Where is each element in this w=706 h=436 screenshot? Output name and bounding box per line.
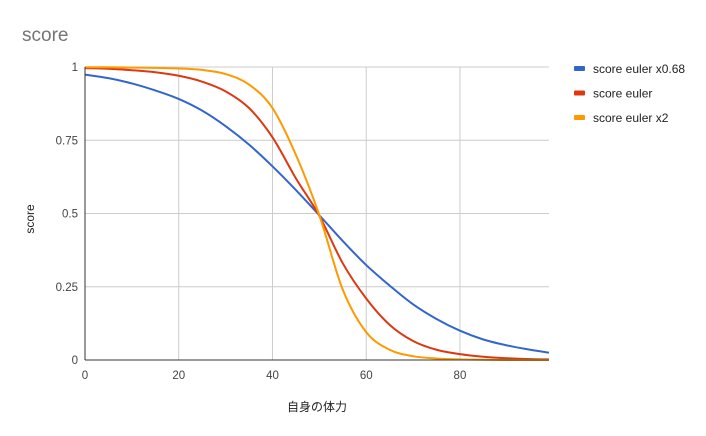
x-tick-label: 0: [82, 370, 88, 382]
y-tick-label: 0.5: [62, 209, 78, 221]
legend-label: score euler: [593, 87, 652, 101]
legend: score euler x0.68 score euler score euler …: [574, 62, 685, 125]
chart-title: score: [22, 25, 68, 46]
y-tick-label: 0: [72, 355, 78, 367]
legend-label: score euler x0.68: [593, 62, 685, 76]
legend-swatch: [574, 66, 585, 71]
axes: 0 0.25 0.5 0.75 1 0 20 40 60 80: [56, 62, 549, 382]
y-axis-title: score: [23, 204, 37, 234]
x-axis-title: 自身の体力: [287, 399, 347, 414]
x-tick-label: 20: [172, 370, 185, 382]
x-tick-label: 60: [360, 370, 373, 382]
legend-swatch: [574, 115, 585, 120]
y-tick-label: 0.75: [56, 135, 78, 147]
y-tick-label: 0.25: [56, 282, 78, 294]
x-tick-label: 40: [266, 370, 279, 382]
legend-label: score euler x2: [593, 111, 669, 125]
legend-swatch: [574, 90, 585, 96]
grid: [85, 66, 549, 360]
x-tick-label: 80: [454, 370, 467, 382]
y-tick-label: 1: [72, 62, 78, 74]
